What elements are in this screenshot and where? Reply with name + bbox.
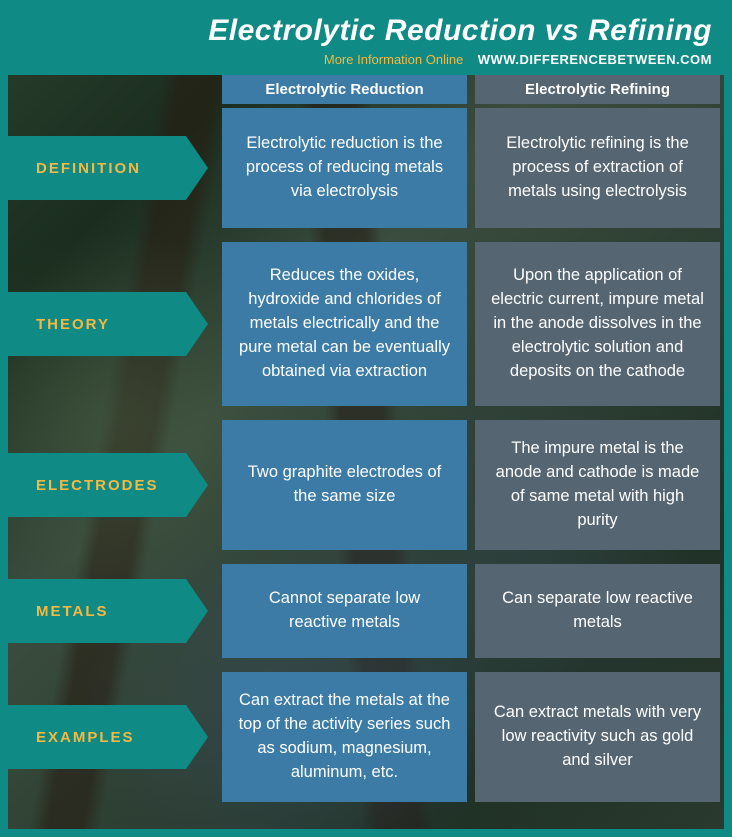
cell-reduction: Cannot separate low reactive metals [222, 564, 467, 658]
cell-reduction: Electrolytic reduction is the process of… [222, 108, 467, 228]
cell-refining: The impure metal is the anode and cathod… [475, 420, 720, 550]
cell-refining: Electrolytic refining is the process of … [475, 108, 720, 228]
cell-reduction: Two graphite electrodes of the same size [222, 420, 467, 550]
row-label-wrap: THEORY [8, 242, 218, 406]
row-label-arrow: THEORY [8, 292, 186, 356]
header-spacer [8, 75, 218, 104]
more-info-label: More Information Online [324, 52, 463, 67]
comparison-row: ELECTRODES Two graphite electrodes of the… [8, 420, 724, 550]
row-label-arrow: METALS [8, 579, 186, 643]
comparison-row: DEFINITION Electrolytic reduction is the … [8, 108, 724, 228]
comparison-row: METALS Cannot separate low reactive metal… [8, 564, 724, 658]
column-header-reduction: Electrolytic Reduction [222, 75, 467, 104]
row-label-wrap: EXAMPLES [8, 672, 218, 802]
page-title: Electrolytic Reduction vs Refining [20, 14, 712, 48]
comparison-row: THEORY Reduces the oxides, hydroxide and … [8, 242, 724, 406]
row-label-arrow: DEFINITION [8, 136, 186, 200]
cell-refining: Can separate low reactive metals [475, 564, 720, 658]
subhead: More Information Online WWW.DIFFERENCEBE… [20, 52, 712, 67]
cell-refining: Upon the application of electric current… [475, 242, 720, 406]
row-label-arrow: EXAMPLES [8, 705, 186, 769]
cell-reduction: Can extract the metals at the top of the… [222, 672, 467, 802]
header: Electrolytic Reduction vs Refining More … [0, 0, 732, 75]
row-label-wrap: ELECTRODES [8, 420, 218, 550]
cell-refining: Can extract metals with very low reactiv… [475, 672, 720, 802]
source-url: WWW.DIFFERENCEBETWEEN.COM [478, 52, 712, 67]
row-label-wrap: METALS [8, 564, 218, 658]
comparison-rows: DEFINITION Electrolytic reduction is the … [0, 108, 732, 802]
row-label-wrap: DEFINITION [8, 108, 218, 228]
column-headers: Electrolytic Reduction Electrolytic Refi… [8, 75, 724, 104]
row-label-arrow: ELECTRODES [8, 453, 186, 517]
cell-reduction: Reduces the oxides, hydroxide and chlori… [222, 242, 467, 406]
comparison-row: EXAMPLES Can extract the metals at the to… [8, 672, 724, 802]
column-header-refining: Electrolytic Refining [475, 75, 720, 104]
